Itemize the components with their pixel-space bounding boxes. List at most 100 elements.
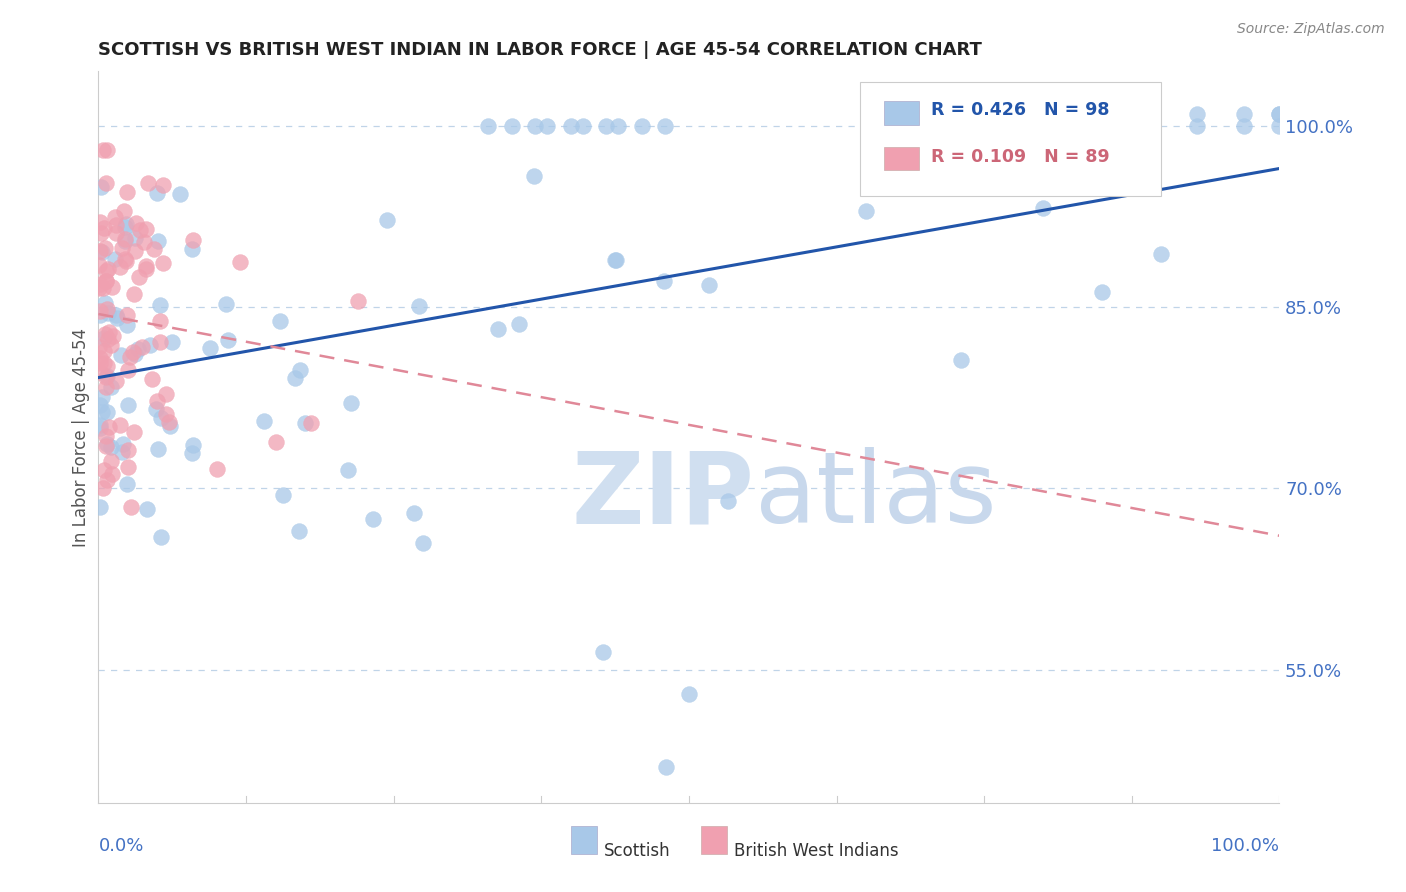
Point bbox=[205, 461, 228, 475]
Point bbox=[93, 221, 115, 235]
Text: Scottish: Scottish bbox=[605, 841, 671, 860]
Point bbox=[98, 419, 121, 434]
Point bbox=[217, 333, 239, 347]
Point bbox=[215, 297, 238, 311]
Point bbox=[117, 442, 139, 457]
Point bbox=[914, 106, 936, 120]
Point bbox=[89, 418, 111, 433]
Point bbox=[117, 398, 139, 412]
Point bbox=[101, 280, 124, 294]
Point bbox=[375, 213, 398, 227]
Text: ZIP: ZIP bbox=[571, 447, 754, 544]
Point bbox=[630, 119, 652, 133]
Point bbox=[136, 502, 159, 516]
Point bbox=[110, 417, 132, 432]
Point bbox=[501, 119, 523, 133]
Point bbox=[104, 252, 127, 266]
Point bbox=[149, 530, 172, 544]
Point bbox=[128, 270, 150, 285]
Point bbox=[89, 277, 111, 292]
Point bbox=[89, 365, 111, 379]
Point bbox=[105, 310, 128, 325]
Point bbox=[1268, 106, 1291, 120]
Point bbox=[100, 380, 122, 394]
Point bbox=[90, 226, 112, 240]
Point bbox=[124, 244, 146, 258]
Point bbox=[1032, 201, 1054, 215]
Point bbox=[159, 419, 181, 434]
Point bbox=[97, 261, 120, 276]
Point bbox=[100, 338, 122, 352]
Point bbox=[607, 119, 630, 133]
Point bbox=[142, 242, 165, 256]
FancyBboxPatch shape bbox=[884, 146, 920, 170]
Point bbox=[678, 687, 700, 701]
Point bbox=[127, 342, 149, 356]
Point bbox=[87, 340, 110, 354]
Point bbox=[652, 274, 675, 288]
FancyBboxPatch shape bbox=[571, 826, 596, 854]
Point bbox=[336, 463, 359, 477]
FancyBboxPatch shape bbox=[884, 102, 920, 125]
Point bbox=[91, 281, 114, 295]
Point bbox=[160, 334, 183, 349]
Point bbox=[536, 119, 558, 133]
Point bbox=[115, 318, 138, 332]
Point bbox=[93, 241, 115, 255]
Point bbox=[149, 314, 172, 328]
Point bbox=[96, 359, 118, 373]
Point bbox=[299, 416, 322, 430]
Point bbox=[229, 254, 252, 268]
Point bbox=[101, 467, 124, 481]
Point bbox=[115, 308, 138, 322]
Point bbox=[91, 405, 114, 419]
Point bbox=[571, 119, 593, 133]
Text: R = 0.109   N = 89: R = 0.109 N = 89 bbox=[931, 148, 1109, 166]
Point bbox=[134, 235, 156, 250]
Point bbox=[115, 476, 138, 491]
Point bbox=[122, 425, 145, 440]
Point bbox=[523, 169, 546, 183]
Point bbox=[1185, 106, 1208, 120]
Point bbox=[155, 407, 177, 421]
Point bbox=[87, 258, 110, 272]
Point bbox=[183, 438, 205, 452]
Point bbox=[96, 368, 118, 383]
Text: SCOTTISH VS BRITISH WEST INDIAN IN LABOR FORCE | AGE 45-54 CORRELATION CHART: SCOTTISH VS BRITISH WEST INDIAN IN LABOR… bbox=[98, 41, 983, 59]
Point bbox=[181, 445, 204, 459]
Point bbox=[294, 417, 316, 431]
Point bbox=[603, 253, 626, 268]
Point bbox=[138, 176, 160, 190]
Point bbox=[1185, 119, 1208, 133]
Point bbox=[284, 371, 307, 385]
Point bbox=[145, 401, 167, 416]
Point bbox=[94, 176, 117, 190]
Point bbox=[96, 405, 118, 419]
Point bbox=[90, 180, 112, 194]
Point bbox=[412, 536, 434, 550]
Point bbox=[117, 363, 139, 377]
Point bbox=[148, 234, 170, 248]
Point bbox=[93, 482, 115, 496]
Point bbox=[89, 351, 111, 365]
Point bbox=[111, 437, 134, 451]
Point bbox=[89, 398, 111, 412]
Point bbox=[111, 445, 134, 459]
Point bbox=[605, 253, 627, 268]
Point bbox=[198, 341, 221, 355]
Point bbox=[94, 274, 117, 288]
Point bbox=[96, 473, 118, 487]
Point bbox=[89, 309, 111, 323]
Point bbox=[104, 374, 127, 388]
Point bbox=[114, 235, 136, 249]
Point bbox=[592, 645, 614, 659]
Point bbox=[152, 178, 174, 192]
Point bbox=[89, 356, 111, 370]
FancyBboxPatch shape bbox=[700, 826, 727, 854]
Point bbox=[146, 442, 169, 457]
Point bbox=[157, 415, 180, 429]
Point bbox=[269, 314, 291, 328]
Point bbox=[855, 204, 877, 219]
Point bbox=[100, 440, 122, 454]
Point bbox=[271, 487, 294, 501]
